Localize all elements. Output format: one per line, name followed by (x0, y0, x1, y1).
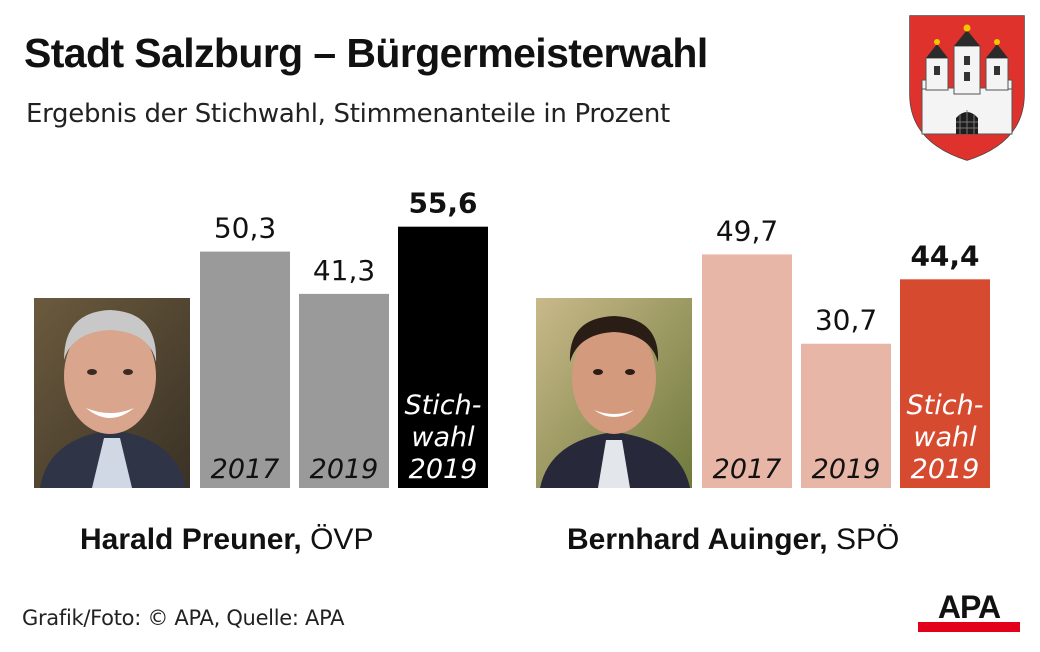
category-label-2: 2019 (409, 454, 478, 485)
category-label-2: wahl (411, 422, 475, 453)
bar-ovp-1 (299, 293, 389, 488)
category-label-2: 2019 (911, 454, 980, 485)
value-label-1: 41,3 (313, 254, 375, 287)
value-label-1: 30,7 (815, 304, 877, 337)
category-label-1: 2019 (310, 454, 379, 485)
svg-text:APA: APA (938, 589, 1001, 625)
bar-spo-2 (900, 279, 990, 488)
bar-spo-1 (801, 343, 891, 488)
bar-spo-0 (702, 254, 792, 488)
candidate-caption: Bernhard Auinger, SPÖ (567, 523, 899, 556)
category-label-0: 2017 (211, 454, 280, 485)
category-label-2: Stich- (405, 390, 482, 421)
apa-logo: APA (918, 589, 1020, 632)
category-label-0: 2017 (713, 454, 782, 485)
value-label-2: 44,4 (910, 239, 979, 272)
salzburg-coat-of-arms-icon (909, 15, 1025, 161)
chart-ovp-harald-preuner: 50,3201741,3201955,6Stich-wahl2019Harald… (80, 187, 488, 556)
portrait-bernhard-auinger (536, 298, 692, 488)
chart-subtitle: Ergebnis der Stichwahl, Stimmenanteile i… (26, 99, 670, 129)
footer-credit: Grafik/Foto: © APA, Quelle: APA (22, 606, 345, 630)
chart-title: Stadt Salzburg – Bürgermeisterwahl (24, 30, 708, 76)
value-label-0: 49,7 (716, 214, 778, 247)
chart-spo-bernhard-auinger: 49,7201730,7201944,4Stich-wahl2019Bernha… (567, 214, 990, 556)
value-label-0: 50,3 (214, 212, 276, 245)
candidate-caption: Harald Preuner, ÖVP (80, 523, 373, 556)
category-label-2: wahl (913, 422, 977, 453)
value-label-2: 55,6 (408, 187, 477, 220)
bar-ovp-0 (200, 251, 290, 488)
bar-ovp-2 (398, 226, 488, 488)
portrait-harald-preuner (34, 298, 190, 488)
category-label-2: Stich- (907, 390, 984, 421)
category-label-1: 2019 (812, 454, 881, 485)
